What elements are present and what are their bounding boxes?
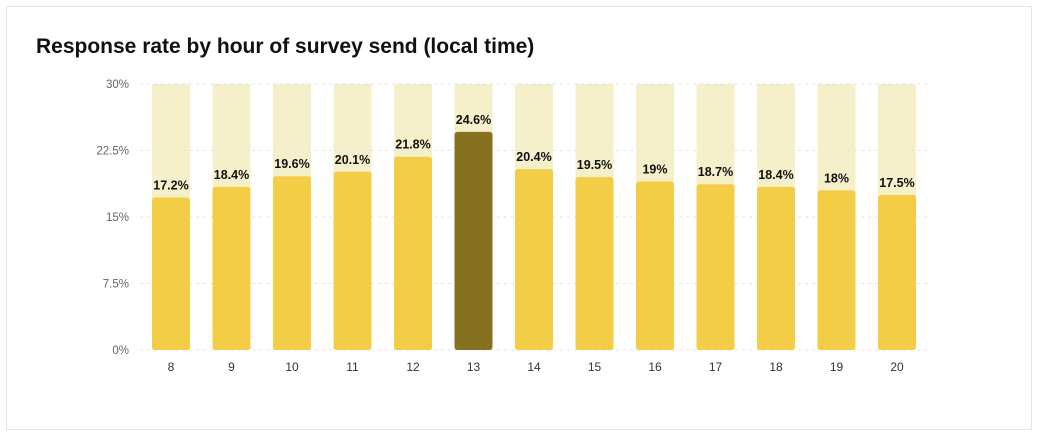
x-tick-label: 8 [168,360,175,374]
bar-value-label: 17.5% [879,176,914,190]
x-tick-label: 16 [648,360,662,374]
bar-value-label: 20.1% [335,153,370,167]
bar-value-label: 21.8% [395,138,430,152]
bar [757,186,795,350]
bar-value-label: 18% [824,171,849,185]
bar-value-label: 19.5% [577,158,612,172]
bar-value-label: 17.2% [153,178,188,192]
x-tick-label: 9 [228,360,235,374]
x-tick-label: 20 [890,360,904,374]
bar [817,190,856,350]
x-tick-label: 18 [769,360,783,374]
bar [515,169,553,350]
bar [333,171,372,350]
bar-value-label: 18.7% [698,165,733,179]
x-tick-label: 19 [830,360,844,374]
bar [878,194,916,350]
bar-value-label: 20.4% [516,150,551,164]
x-tick-label: 13 [467,360,481,374]
x-tick-label: 14 [527,360,541,374]
y-tick-label: 7.5% [103,279,129,291]
x-tick-label: 10 [285,360,299,374]
x-tick-label: 11 [346,360,359,374]
y-tick-label: 15% [106,212,129,224]
bar-value-label: 18.4% [758,168,793,182]
bar [696,184,735,350]
bar [273,176,311,350]
bar-value-label: 19.6% [274,157,309,171]
bar [394,156,432,350]
bar [575,177,614,350]
x-tick-label: 17 [709,360,723,374]
bar [636,181,674,350]
bar [152,197,190,350]
bar [212,186,251,350]
y-tick-label: 30% [106,79,129,91]
y-tick-label: 0% [112,345,129,357]
bar-value-label: 18.4% [214,168,249,182]
bar-value-label: 19% [642,163,667,177]
x-tick-label: 15 [588,360,602,374]
chart-title: Response rate by hour of survey send (lo… [36,35,535,58]
x-tick-label: 12 [406,360,420,374]
y-tick-label: 22.5% [96,146,129,158]
bar-value-label: 24.6% [456,113,491,127]
bar-highlighted [454,131,493,350]
